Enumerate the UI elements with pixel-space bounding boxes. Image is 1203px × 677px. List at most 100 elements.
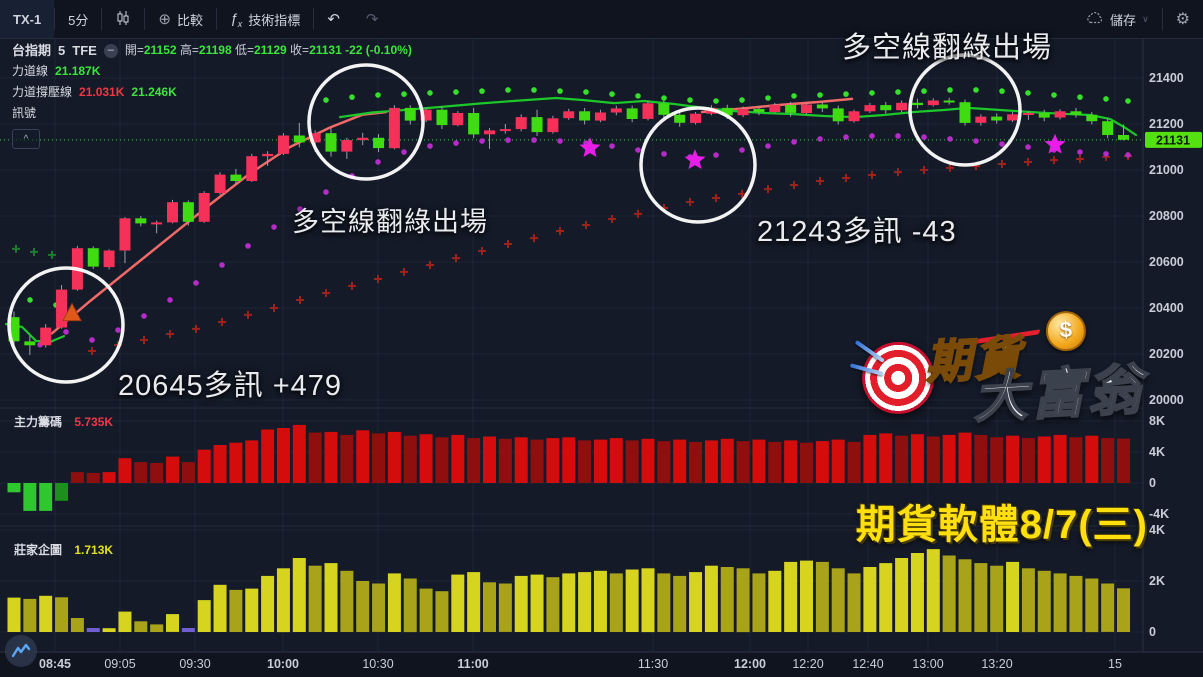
resistance-plus-marker (920, 166, 928, 174)
chips-bar (847, 441, 861, 483)
support-line-name: 力道撐壓線 (12, 85, 73, 99)
indicators-button[interactable]: ƒx 技術指標 (217, 0, 313, 38)
candle-up (864, 105, 876, 112)
candle-down (626, 108, 638, 119)
legend-power-line-row[interactable]: 力道線 21.187K (12, 61, 412, 82)
candle-down (880, 105, 892, 111)
chips-bar (641, 438, 655, 483)
purple-dot (973, 138, 979, 144)
boss-bar (847, 573, 861, 632)
price-axis-label: 20000 (1149, 393, 1184, 407)
boss-bar (625, 569, 639, 632)
boss-bar-purple (181, 628, 195, 632)
price-axis-label: 20200 (1149, 347, 1184, 361)
candle-up (277, 135, 289, 154)
chips-bar (451, 434, 465, 483)
boss-bar (372, 583, 386, 632)
candle-up (642, 103, 654, 119)
green-dot (1025, 90, 1031, 96)
price-axis-label: 20600 (1149, 255, 1184, 269)
boss-bar (974, 563, 988, 632)
green-dot (999, 88, 1005, 94)
power-line-value: 21.187K (55, 64, 101, 78)
boss-bar (1069, 575, 1083, 632)
boss-bar (958, 559, 972, 632)
legend-signal-row[interactable]: 訊號 (12, 103, 412, 124)
boss-axis-label: 4K (1149, 523, 1165, 537)
toolbar: TX-1 5分 ⊕ 比較 ƒx 技術指標 ↶ (0, 0, 1203, 39)
chips-bar (483, 436, 496, 483)
resistance-plus-marker (400, 267, 408, 276)
save-button[interactable]: 儲存 ∨ (1073, 0, 1162, 38)
chips-bar (831, 439, 845, 483)
undo-button[interactable]: ↶ (314, 0, 353, 38)
collapse-pane-button[interactable]: ^ (12, 129, 40, 149)
candle-up (1022, 113, 1034, 115)
boss-bar (895, 558, 909, 632)
support-plus-marker (48, 250, 56, 259)
purple-dot (89, 337, 95, 343)
symbol-label: TX-1 (13, 11, 42, 27)
green-dot (1051, 92, 1057, 98)
chips-bar (324, 431, 338, 483)
redo-icon: ↷ (365, 11, 379, 28)
chart-legend: 台指期 5 TFE – 開=21152 高=21198 低=21129 收=21… (12, 40, 412, 149)
chips-bar (895, 435, 909, 483)
boss-bar (261, 575, 275, 632)
interval-button[interactable]: 5分 (55, 0, 101, 38)
settings-button[interactable]: ⚙ (1163, 0, 1203, 38)
toolbar-divider (101, 8, 103, 30)
current-price-tag-text: 21131 (1156, 133, 1190, 147)
candle-down (182, 202, 194, 222)
legend-symbol-row[interactable]: 台指期 5 TFE – 開=21152 高=21198 低=21129 收=21… (12, 40, 412, 61)
boss-bar (7, 597, 21, 632)
hide-series-icon[interactable]: – (103, 43, 118, 58)
chips-bar (467, 438, 481, 483)
chart-style-button[interactable] (102, 0, 144, 38)
purple-dot (427, 143, 433, 149)
time-axis-label: 09:30 (179, 657, 210, 671)
time-axis-strip (0, 653, 1203, 677)
gear-icon: ⚙ (1175, 11, 1190, 28)
chips-bar (102, 472, 116, 483)
chips-bar (419, 434, 433, 483)
resistance-plus-marker (816, 177, 824, 186)
candle-up (547, 118, 559, 133)
redo-button[interactable]: ↷ (353, 0, 392, 38)
boss-bar (736, 568, 750, 633)
open-label: 開= (124, 43, 144, 57)
boss-bar (387, 573, 401, 632)
green-dot (531, 87, 537, 93)
purple-dot (453, 140, 459, 146)
boss-bar (1053, 573, 1067, 632)
boss-bar (451, 574, 465, 632)
purple-dot (947, 136, 953, 142)
purple-dot (817, 136, 823, 142)
candle-up (801, 104, 812, 113)
boss-bar (245, 588, 259, 632)
boss-bar (863, 567, 877, 632)
change-value: -22 (-0.10%) (345, 43, 412, 57)
candle-up (737, 109, 749, 116)
resistance-plus-marker (244, 310, 252, 319)
legend-exchange: TFE (72, 43, 97, 58)
green-dot (817, 92, 823, 98)
chips-bar (498, 438, 512, 483)
chips-bar (372, 433, 386, 483)
candle-down (1118, 135, 1129, 140)
candle-up (262, 153, 274, 157)
legend-support-line-row[interactable]: 力道撐壓線 21.031K 21.246K (12, 82, 412, 103)
power-line-name: 力道線 (12, 64, 49, 78)
resistance-plus-marker (140, 335, 148, 344)
symbol-button[interactable]: TX-1 (0, 0, 55, 38)
time-axis-label: 10:00 (267, 657, 299, 671)
candle-down (24, 341, 36, 346)
trend-icon (11, 643, 31, 658)
green-dot (1103, 96, 1109, 102)
candle-down (230, 174, 242, 181)
chart-provider-logo[interactable] (6, 636, 36, 666)
green-dot (973, 87, 979, 93)
boss-bar (1037, 570, 1051, 632)
compare-button[interactable]: ⊕ 比較 (145, 0, 216, 38)
